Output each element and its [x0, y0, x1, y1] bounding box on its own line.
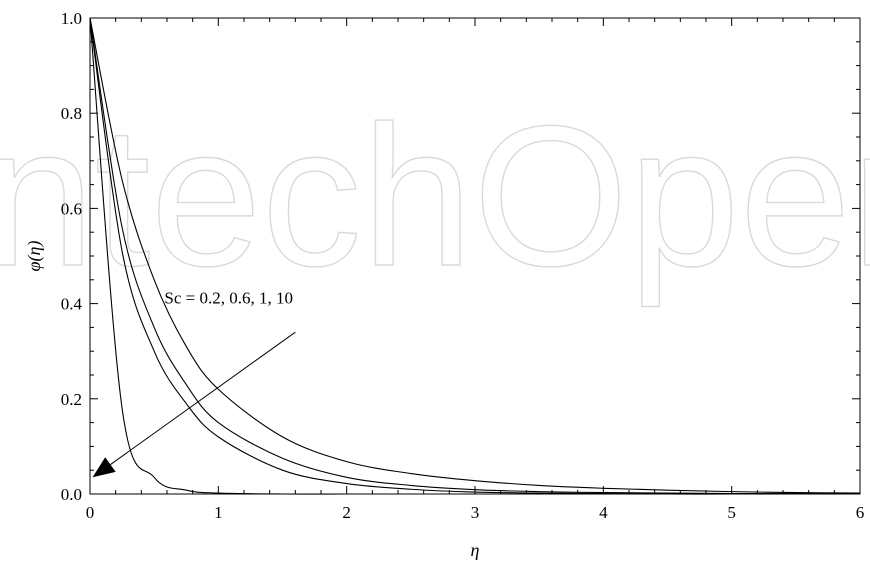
x-tick-labels: 0 1 2 3 4 5 6	[86, 503, 865, 522]
y-tick-label: 0.4	[61, 295, 83, 314]
y-axis-label: φ(η)	[24, 241, 45, 272]
watermark: IntechOpen	[0, 84, 870, 308]
x-tick-label: 2	[342, 503, 351, 522]
y-tick-labels: 0.0 0.2 0.4 0.6 0.8 1.0	[61, 9, 83, 504]
x-tick-label: 5	[727, 503, 736, 522]
y-tick-label: 0.2	[61, 390, 82, 409]
x-tick-label: 0	[86, 503, 95, 522]
y-tick-label: 1.0	[61, 9, 82, 28]
annotation-arrow-head	[92, 457, 116, 478]
annotation-arrow-shaft	[110, 331, 296, 465]
x-tick-label: 6	[856, 503, 865, 522]
series-line-1	[89, 17, 861, 494]
plot-frame	[89, 17, 861, 495]
y-tick-label: 0.8	[61, 104, 82, 123]
watermark-text: IntechOpen	[0, 85, 870, 308]
y-tick-label: 0.6	[61, 199, 82, 218]
x-tick-label: 4	[599, 503, 608, 522]
annotation-label: Sc = 0.2, 0.6, 1, 10	[164, 289, 293, 308]
x-tick-label: 3	[471, 503, 480, 522]
series-line-2	[89, 17, 861, 495]
x-tick-label: 1	[214, 503, 223, 522]
annotations: Sc = 0.2, 0.6, 1, 10	[92, 289, 296, 478]
y-tick-label: 0.0	[61, 485, 82, 504]
x-axis-label: η	[471, 540, 480, 560]
